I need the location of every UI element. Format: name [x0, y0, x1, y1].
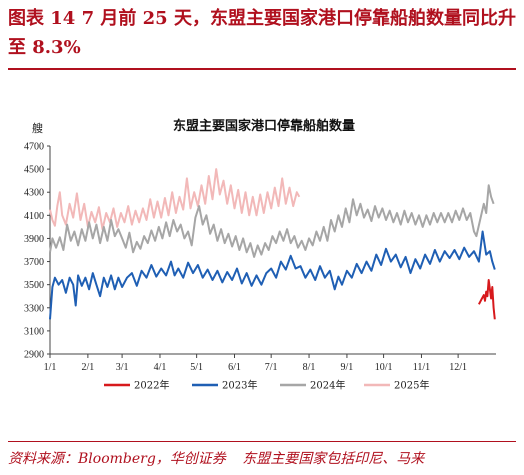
port-calls-line-chart: 东盟主要国家港口停靠船舶数量 艘 2900 3100 3300 3500 3700 390… — [24, 118, 496, 392]
x-tick-label: 12/1 — [449, 362, 467, 373]
x-tick-label: 8/1 — [303, 362, 316, 373]
x-tick-label: 2/1 — [81, 362, 94, 373]
legend-label: 2023年 — [222, 379, 257, 392]
series-line-2022年 — [478, 279, 496, 320]
y-tick-label: 4500 — [24, 165, 44, 176]
x-tick-label: 10/1 — [375, 362, 393, 373]
y-tick-label: 4100 — [24, 211, 44, 222]
legend-label: 2022年 — [134, 379, 169, 392]
series-line-2024年 — [49, 184, 495, 258]
y-tick-label: 3900 — [24, 234, 44, 245]
legend: 2022年 2023年 2024年 2025年 — [104, 379, 429, 392]
x-tick-label: 6/1 — [228, 362, 241, 373]
legend-label: 2025年 — [394, 379, 429, 392]
x-tick-label: 3/1 — [116, 362, 129, 373]
series-lines — [49, 168, 496, 320]
source-label: 资料来源：Bloomberg，华创证券 — [8, 451, 226, 467]
source-footnote: 东盟主要国家包括印尼、马来 — [242, 451, 425, 467]
footer-rule — [8, 441, 516, 442]
x-tick-label: 1/1 — [44, 362, 57, 373]
y-tick-label: 3100 — [24, 326, 44, 337]
y-axis-unit: 艘 — [32, 121, 43, 135]
x-tick-label: 7/1 — [265, 362, 278, 373]
chart-title: 东盟主要国家港口停靠船舶数量 — [173, 118, 355, 134]
y-tick-label: 4700 — [24, 142, 44, 153]
x-tick-label: 5/1 — [190, 362, 203, 373]
source-note: 资料来源：Bloomberg，华创证券 东盟主要国家包括印尼、马来 — [8, 448, 520, 470]
y-axis: 2900 3100 3300 3500 3700 3900 4100 4300 4500 4700 — [24, 142, 51, 361]
series-line-2025年 — [49, 168, 301, 231]
figure-title: 图表 14 7 月前 25 天，东盟主要国家港口停靠船舶数量同比升至 8.3% — [8, 8, 516, 58]
y-tick-label: 3700 — [24, 257, 44, 268]
x-tick-label: 4/1 — [154, 362, 167, 373]
x-tick-label: 9/1 — [341, 362, 354, 373]
x-axis: 1/1 2/1 3/1 4/1 5/1 6/1 7/1 8/1 9/1 10/1 11/1 12/1 — [44, 353, 496, 373]
series-line-2023年 — [49, 230, 496, 320]
y-tick-label: 4300 — [24, 188, 44, 199]
y-tick-label: 2900 — [24, 350, 44, 361]
y-tick-label: 3500 — [24, 280, 44, 291]
y-tick-label: 3300 — [24, 303, 44, 314]
x-tick-label: 11/1 — [413, 362, 430, 373]
title-rule — [8, 68, 516, 70]
legend-label: 2024年 — [310, 379, 345, 392]
